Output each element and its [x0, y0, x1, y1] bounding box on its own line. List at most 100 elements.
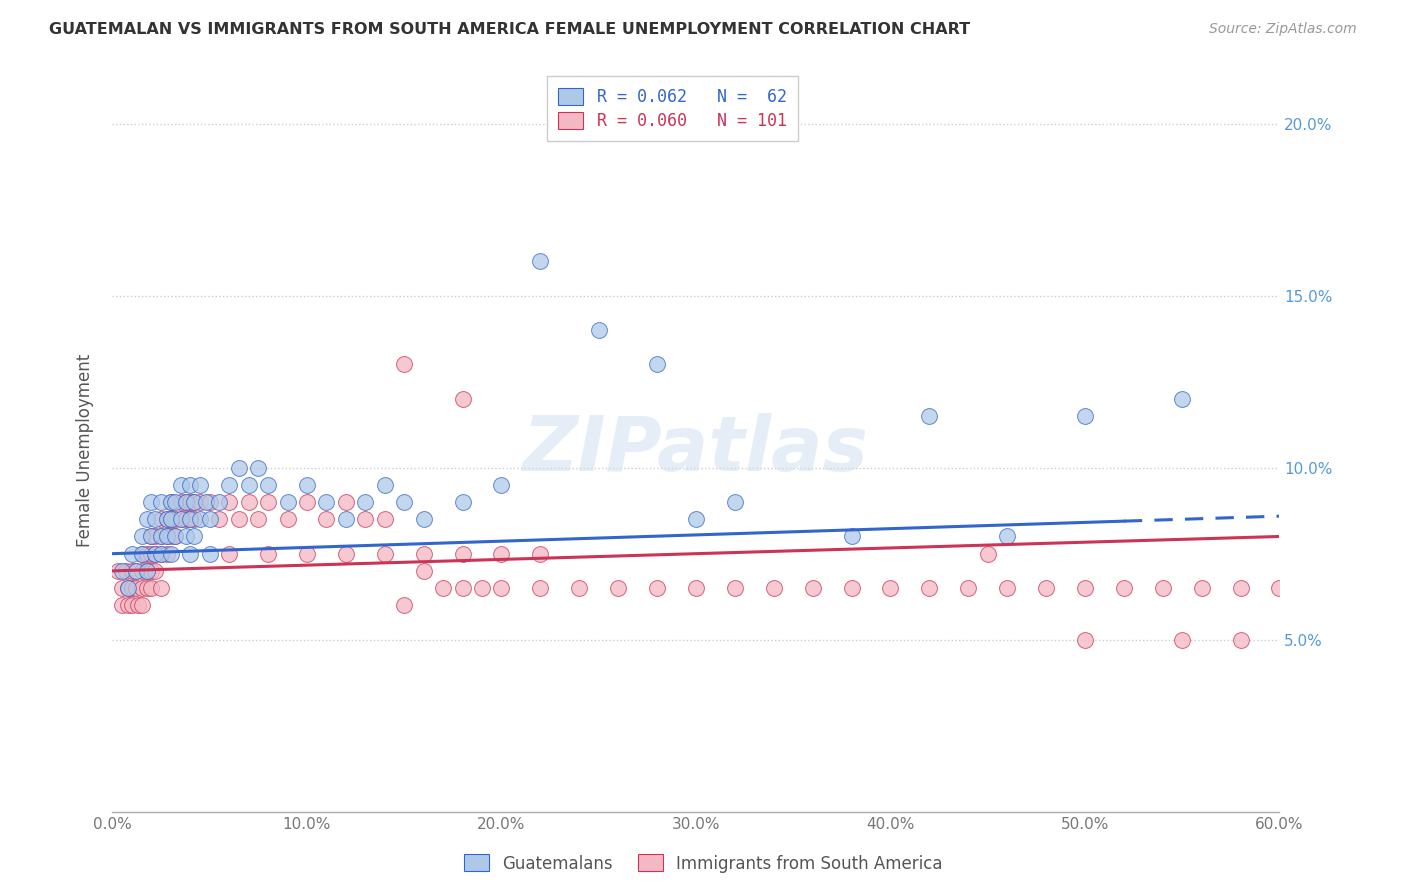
Point — [1152, 581, 1174, 595]
Point — [176, 495, 198, 509]
Point — [412, 512, 434, 526]
Point — [218, 478, 240, 492]
Point — [125, 581, 148, 595]
Point — [412, 564, 434, 578]
Point — [995, 581, 1018, 595]
Point — [117, 599, 139, 613]
Point — [491, 478, 513, 492]
Point — [238, 478, 260, 492]
Point — [315, 512, 337, 526]
Point — [1229, 632, 1251, 647]
Point — [176, 512, 198, 526]
Point — [107, 564, 129, 578]
Point — [176, 495, 198, 509]
Point — [179, 512, 201, 526]
Point — [491, 581, 513, 595]
Point — [471, 581, 494, 595]
Point — [432, 581, 454, 595]
Point — [163, 495, 186, 509]
Point — [183, 495, 205, 509]
Point — [179, 478, 201, 492]
Point — [1268, 581, 1291, 595]
Point — [257, 495, 280, 509]
Point — [257, 478, 280, 492]
Point — [156, 547, 179, 561]
Point — [841, 529, 863, 543]
Point — [143, 564, 166, 578]
Point — [188, 512, 211, 526]
Point — [150, 581, 173, 595]
Point — [685, 581, 707, 595]
Point — [588, 323, 610, 337]
Point — [136, 564, 159, 578]
Point — [111, 599, 134, 613]
Point — [198, 512, 221, 526]
Point — [111, 564, 134, 578]
Point — [335, 547, 357, 561]
Point — [150, 495, 173, 509]
Point — [762, 581, 785, 595]
Point — [228, 512, 250, 526]
Text: Source: ZipAtlas.com: Source: ZipAtlas.com — [1209, 22, 1357, 37]
Point — [198, 495, 221, 509]
Point — [918, 409, 941, 423]
Point — [156, 529, 179, 543]
Point — [451, 495, 474, 509]
Point — [143, 547, 166, 561]
Point — [218, 495, 240, 509]
Point — [136, 564, 159, 578]
Y-axis label: Female Unemployment: Female Unemployment — [76, 354, 94, 547]
Point — [121, 599, 143, 613]
Point — [412, 547, 434, 561]
Point — [121, 564, 143, 578]
Point — [156, 512, 179, 526]
Point — [918, 581, 941, 595]
Point — [394, 358, 416, 372]
Point — [136, 547, 159, 561]
Point — [117, 581, 139, 595]
Point — [125, 564, 148, 578]
Point — [163, 529, 186, 543]
Point — [183, 529, 205, 543]
Point — [156, 529, 179, 543]
Point — [1112, 581, 1135, 595]
Point — [150, 547, 173, 561]
Point — [1074, 632, 1097, 647]
Point — [136, 581, 159, 595]
Point — [685, 512, 707, 526]
Point — [1074, 409, 1097, 423]
Point — [131, 547, 153, 561]
Point — [208, 512, 231, 526]
Point — [125, 564, 148, 578]
Point — [188, 478, 211, 492]
Point — [169, 512, 191, 526]
Point — [160, 547, 183, 561]
Point — [160, 495, 183, 509]
Point — [131, 564, 153, 578]
Point — [143, 512, 166, 526]
Point — [879, 581, 901, 595]
Point — [179, 512, 201, 526]
Point — [394, 495, 416, 509]
Point — [568, 581, 591, 595]
Point — [169, 512, 191, 526]
Point — [198, 547, 221, 561]
Point — [247, 512, 270, 526]
Point — [1171, 392, 1194, 406]
Point — [724, 581, 747, 595]
Point — [645, 358, 668, 372]
Point — [131, 599, 153, 613]
Point — [315, 495, 337, 509]
Point — [156, 512, 179, 526]
Point — [645, 581, 668, 595]
Point — [150, 547, 173, 561]
Point — [374, 512, 396, 526]
Point — [188, 495, 211, 509]
Point — [295, 495, 318, 509]
Point — [976, 547, 998, 561]
Point — [150, 529, 173, 543]
Point — [143, 547, 166, 561]
Point — [111, 581, 134, 595]
Point — [801, 581, 824, 595]
Point — [141, 547, 163, 561]
